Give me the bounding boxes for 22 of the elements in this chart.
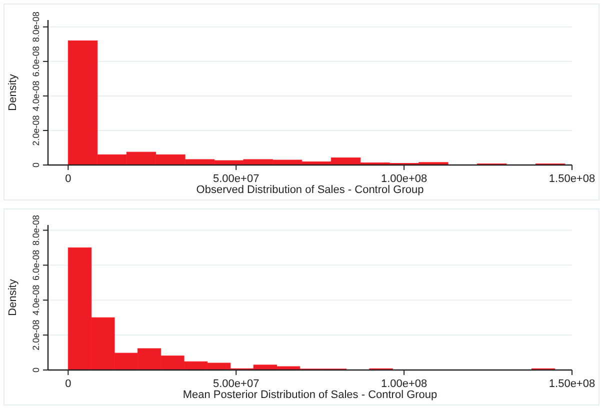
x-tick-label: 0 xyxy=(65,173,72,185)
x-axis-title: Mean Posterior Distribution of Sales - Control Group xyxy=(182,389,438,401)
x-tick-label: 1.50e+08 xyxy=(548,173,596,185)
x-tick-label: 5.00e+07 xyxy=(213,173,260,185)
y-tick-label: 8.0e-08 xyxy=(31,12,41,42)
y-tick-label: 2.0e-08 xyxy=(31,320,41,350)
y-tick-label: 4.0e-08 xyxy=(31,80,41,112)
y-tick-label: 0 xyxy=(31,162,41,168)
x-tick-label: 1.00e+08 xyxy=(380,378,428,390)
y-tick-label: 2.0e-08 xyxy=(31,115,41,146)
y-axis-title: Density xyxy=(7,278,19,316)
x-axis-title: Observed Distribution of Sales - Control Group xyxy=(196,184,424,196)
x-tick-label: 0 xyxy=(65,378,72,390)
y-tick-label: 4.0e-08 xyxy=(31,284,41,316)
y-tick-label: 8.0e-08 xyxy=(31,214,41,246)
y-tick-label: 0 xyxy=(31,367,41,373)
y-axis-title: Density xyxy=(7,74,19,111)
x-tick-label: 1.50e+08 xyxy=(548,378,596,390)
y-tick-label: 6.0e-08 xyxy=(31,250,41,280)
y-tick-label: 6.0e-08 xyxy=(31,46,41,77)
x-tick-label: 5.00e+07 xyxy=(213,378,260,390)
x-tick-label: 1.00e+08 xyxy=(380,173,428,185)
